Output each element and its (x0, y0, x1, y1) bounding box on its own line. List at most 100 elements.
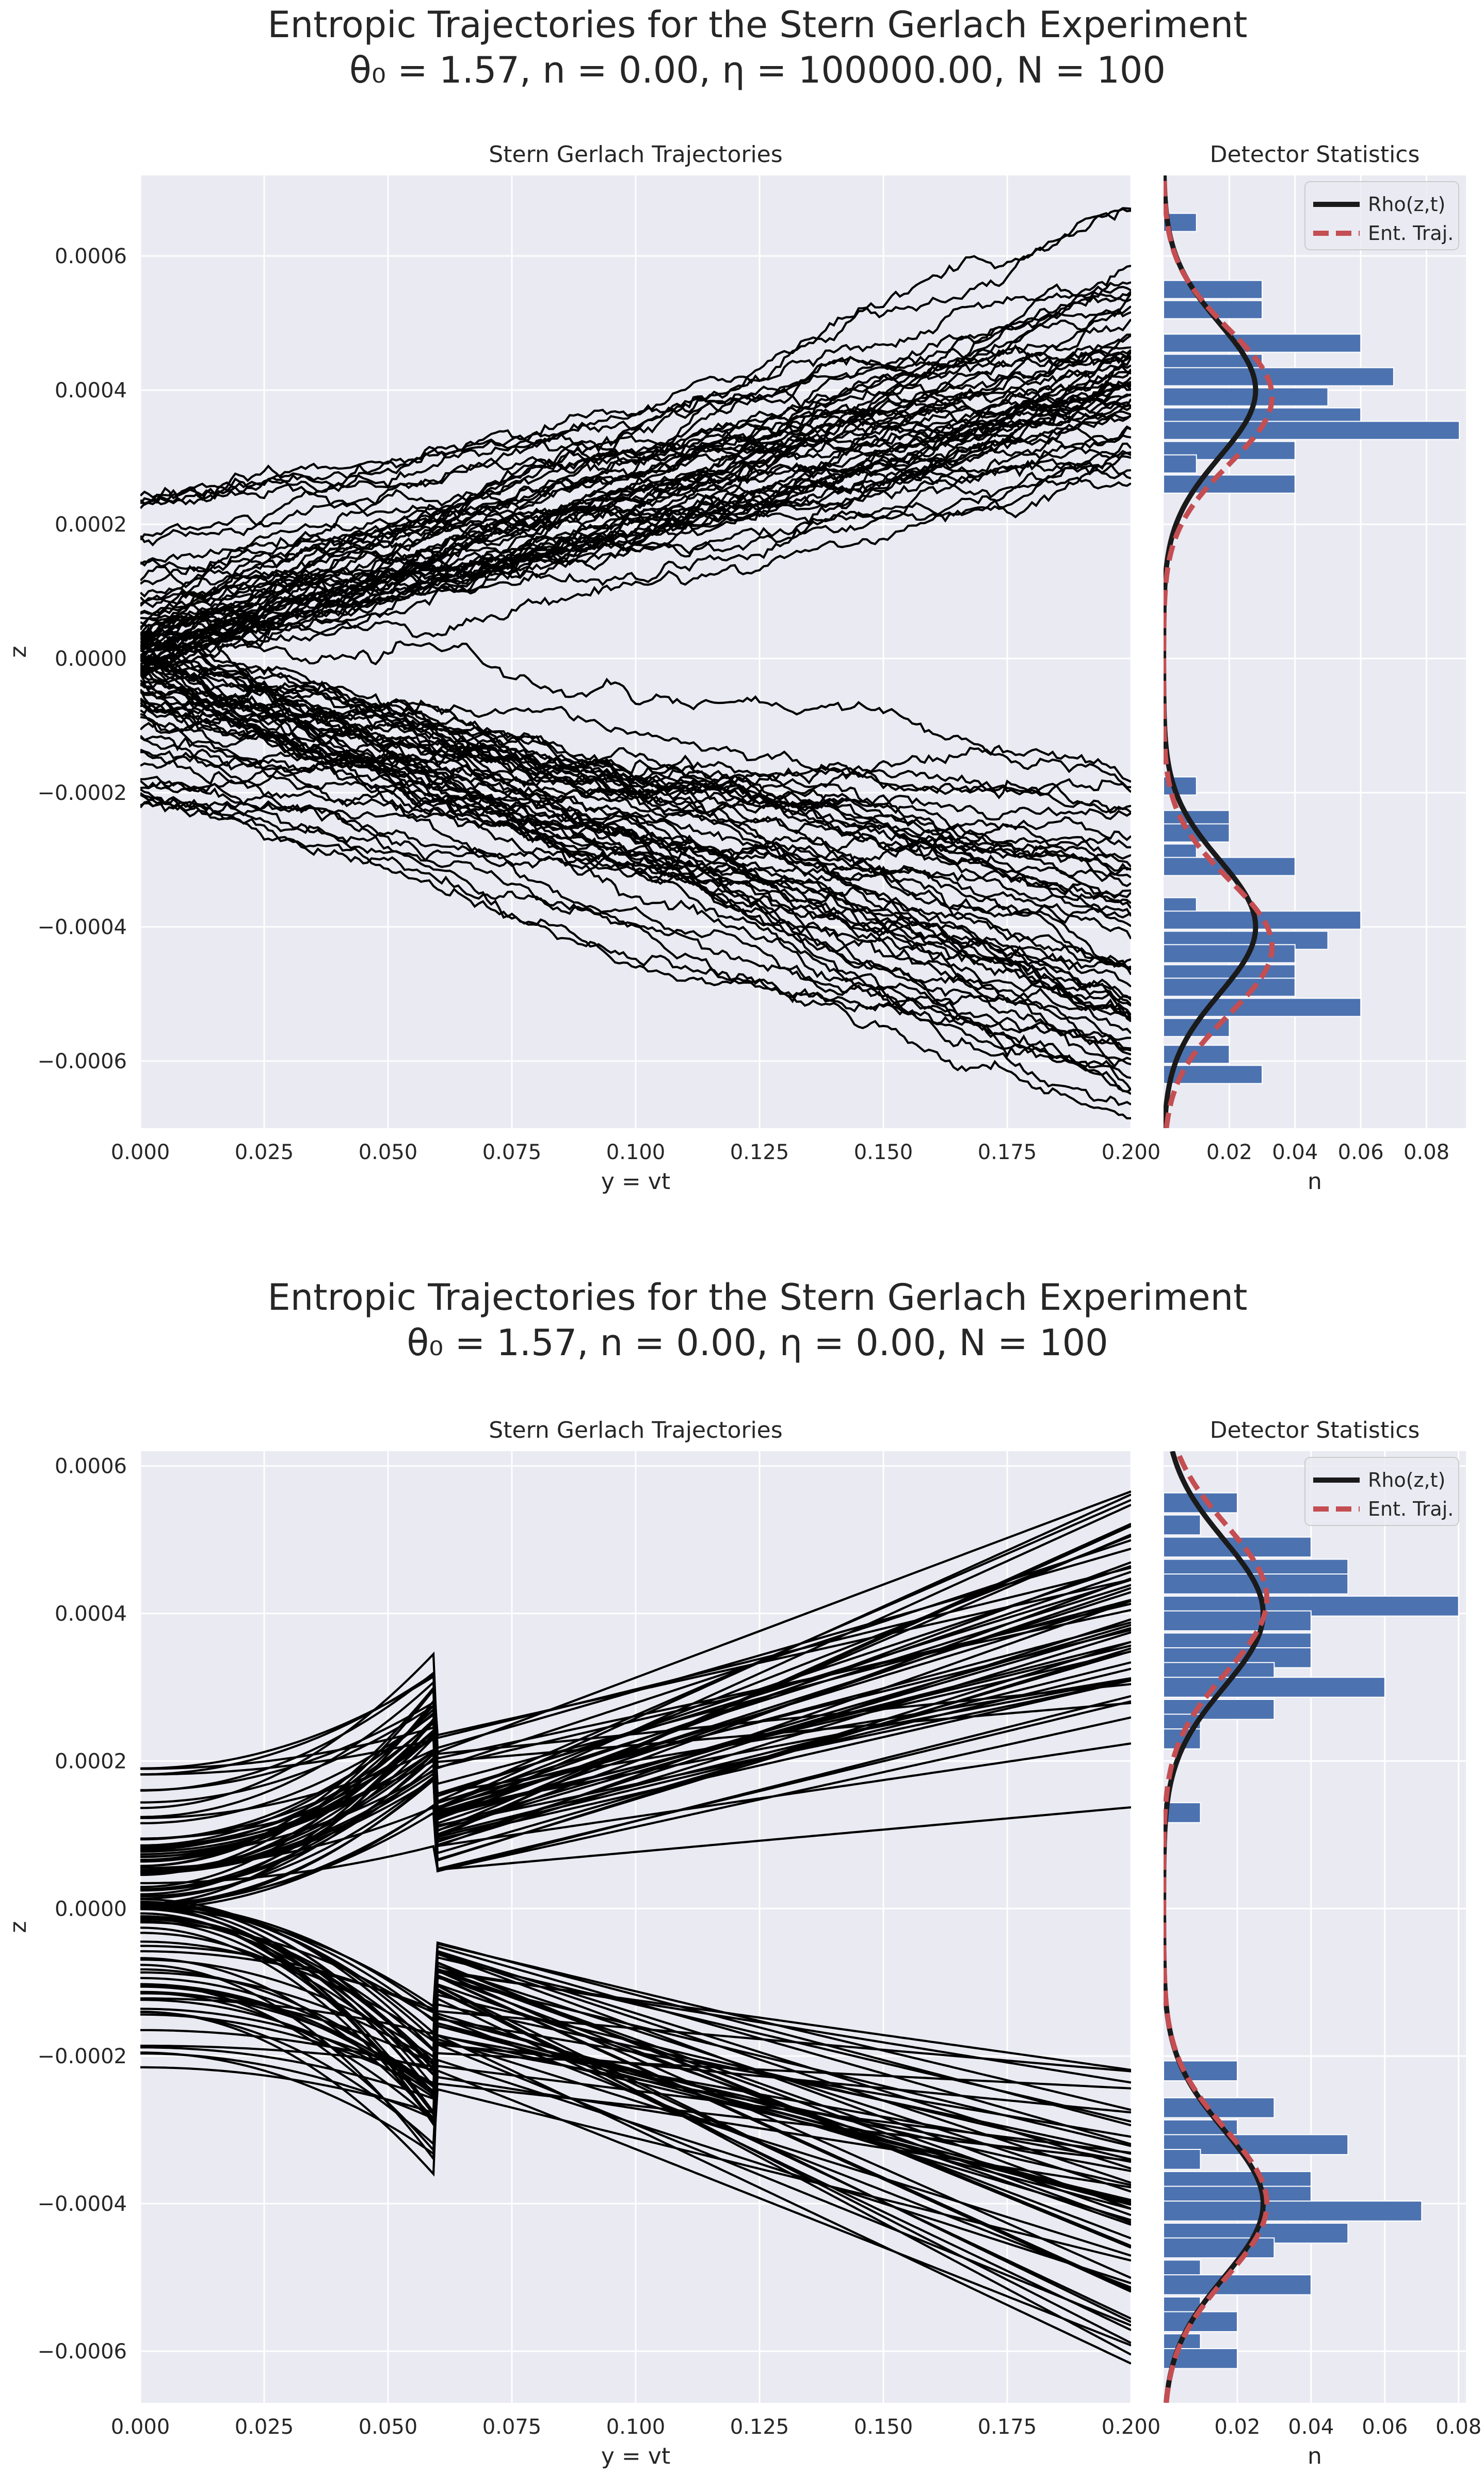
top-trajectories-y-tick-label: 0.0000 (55, 647, 127, 671)
bottom-trajectories-trajectory-line (140, 1679, 1131, 1875)
top-detector-histogram-bar (1164, 367, 1394, 387)
bottom-trajectories-x-tick-label: 0.025 (235, 2415, 294, 2439)
top-trajectories-trajectory-line (140, 751, 1131, 1066)
top-trajectories-y-tick-label: −0.0002 (38, 781, 127, 805)
bottom-trajectories-trajectory-line (140, 1566, 1131, 1776)
bottom-trajectories-y-tick-label: 0.0002 (55, 1749, 127, 1773)
top-detector-x-axis-label: n (1308, 1168, 1322, 1195)
bottom-trajectories-trajectory-line (140, 1494, 1131, 1876)
bottom-detector-legend-ent-label: Ent. Traj. (1368, 1498, 1454, 1520)
top-trajectories-trajectory-line (140, 655, 1131, 1106)
bottom-trajectories-trajectory-line (140, 1618, 1131, 1891)
top-trajectories-trajectory-line (140, 654, 1131, 988)
top-trajectories-trajectory-line (140, 305, 1131, 502)
top-trajectories-trajectory-line (140, 639, 1131, 971)
top-trajectories-axes-title: Stern Gerlach Trajectories (489, 141, 782, 168)
bottom-trajectories-trajectory-line (140, 1920, 1131, 2320)
bottom-detector-histogram-bar (1164, 2201, 1423, 2222)
bottom-trajectories-trajectory-line (140, 2051, 1131, 2262)
bottom-trajectories-trajectory-line (140, 2066, 1131, 2162)
bottom-trajectories-trajectory-line (140, 1621, 1131, 1848)
bottom-trajectories-x-tick-label: 0.200 (1102, 2415, 1161, 2439)
bottom-trajectories-x-tick-label: 0.000 (111, 2415, 170, 2439)
bottom-detector-x-tick-label: 0.04 (1288, 2415, 1334, 2439)
bottom-trajectories-trajectory-line (140, 1677, 1131, 1819)
top-trajectories-x-tick-label: 0.075 (482, 1141, 542, 1164)
top-trajectories-trajectory-line (140, 636, 1131, 783)
bottom-trajectories-trajectory-line (140, 1547, 1131, 1792)
top-trajectories-y-tick-label: −0.0006 (38, 1050, 127, 1073)
top-trajectories-trajectory-line (140, 382, 1131, 567)
top-trajectories-x-tick-label: 0.050 (359, 1141, 418, 1164)
top-detector-histogram-bar (1164, 474, 1296, 494)
bottom-detector-histogram-bar (1164, 2148, 1201, 2170)
top-detector-x-tick-label: 0.08 (1404, 1141, 1449, 1164)
top-trajectories-trajectory-line (140, 794, 1131, 1019)
bottom-trajectories-trajectory-line (140, 1716, 1131, 1905)
bottom-detector-x-tick-label: 0.06 (1362, 2415, 1408, 2439)
bottom-trajectories-y-tick-label: −0.0002 (38, 2045, 127, 2068)
top-trajectories-trajectory-line (140, 355, 1131, 648)
top-detector-axes-title: Detector Statistics (1210, 141, 1420, 168)
bottom-trajectories-trajectory-line (140, 1650, 1131, 1898)
top-trajectories-trajectory-line (140, 452, 1131, 646)
detector-axes-2: 0.02 0.04 0.06 0.08 Detector Statistics n Rho(… (1164, 1417, 1481, 2469)
top-detector-histogram-bar (1164, 421, 1460, 440)
figure-1-title-line2: θ₀ = 1.57, n = 0.00, η = 100000.00, N = … (349, 49, 1166, 91)
bottom-trajectories-trajectory-line (140, 1997, 1131, 2073)
bottom-trajectories-trajectory-line (140, 1901, 1131, 2249)
bottom-trajectories-trajectory-line (140, 1524, 1131, 1905)
bottom-trajectories-trajectory-line (140, 1565, 1131, 1846)
figure-2-title-line2: θ₀ = 1.57, n = 0.00, η = 0.00, N = 100 (407, 1322, 1108, 1364)
top-trajectories-trajectory-line (140, 333, 1131, 615)
bottom-detector-histogram-bar (1164, 2274, 1312, 2295)
bottom-detector-histogram-bar (1164, 2097, 1275, 2118)
bottom-trajectories-trajectory-line (140, 2045, 1131, 2090)
figure-2-title-line1: Entropic Trajectories for the Stern Gerl… (268, 1276, 1248, 1319)
bottom-trajectories-y-tick-label: 0.0004 (55, 1602, 127, 1626)
top-trajectories-trajectory-line (140, 334, 1131, 588)
bottom-trajectories-trajectory-line (140, 1683, 1131, 1770)
top-detector-legend: Rho(z,t) Ent. Traj. (1304, 181, 1459, 250)
bottom-trajectories-trajectory-group (140, 1490, 1131, 2365)
bottom-trajectories-trajectory-line (140, 1584, 1131, 1851)
top-trajectories-trajectory-line (140, 366, 1131, 628)
bottom-detector-legend-rho-label: Rho(z,t) (1368, 1469, 1445, 1491)
top-trajectories-trajectory-line (140, 380, 1131, 600)
top-trajectories-trajectory-line (140, 414, 1131, 650)
bottom-trajectories-trajectory-line (140, 1641, 1131, 1856)
top-trajectories-trajectory-line (140, 308, 1131, 620)
bottom-trajectories-trajectory-line (140, 1907, 1131, 2291)
top-trajectories-y-tick-label: 0.0004 (55, 379, 127, 403)
top-trajectories-trajectory-line (140, 451, 1131, 547)
top-detector-histogram-bar (1164, 998, 1362, 1017)
top-trajectories-trajectory-line (140, 293, 1131, 631)
top-detector-histogram-bar (1164, 280, 1263, 299)
top-trajectories-y-tick-label: −0.0004 (38, 916, 127, 939)
top-trajectories-trajectory-line (140, 735, 1131, 927)
bottom-trajectories-trajectory-line (140, 2013, 1131, 2172)
top-trajectories-trajectory-line (140, 383, 1131, 641)
top-trajectories-trajectory-line (140, 704, 1131, 1021)
bottom-trajectories-trajectory-line (140, 1992, 1131, 2257)
bottom-detector-histogram-bar (1164, 1514, 1201, 1536)
top-detector-histogram-bar (1164, 454, 1197, 474)
bottom-trajectories-trajectory-line (140, 1907, 1131, 2111)
bottom-trajectories-x-tick-label: 0.175 (978, 2415, 1037, 2439)
top-detector-histogram-bar (1164, 333, 1362, 353)
top-trajectories-trajectory-line (140, 397, 1131, 650)
bottom-trajectories-trajectory-line (140, 1916, 1131, 2193)
bottom-trajectories-x-tick-label: 0.150 (854, 2415, 913, 2439)
bottom-trajectories-trajectory-line (140, 1695, 1131, 1910)
bottom-detector-bars-group (1164, 1451, 1459, 2403)
bottom-trajectories-x-tick-label: 0.125 (730, 2415, 789, 2439)
top-trajectories-x-tick-label: 0.175 (978, 1141, 1037, 1164)
top-trajectories-x-tick-label: 0.200 (1102, 1141, 1161, 1164)
top-trajectories-trajectory-line (140, 401, 1131, 657)
top-trajectories-trajectory-line (140, 713, 1131, 901)
bottom-trajectories-trajectory-line (140, 1806, 1131, 1885)
bottom-detector-histogram-bar (1164, 1677, 1385, 1698)
bottom-detector-legend: Rho(z,t) Ent. Traj. (1304, 1457, 1459, 1526)
top-trajectories-y-tick-label: 0.0002 (55, 513, 127, 537)
